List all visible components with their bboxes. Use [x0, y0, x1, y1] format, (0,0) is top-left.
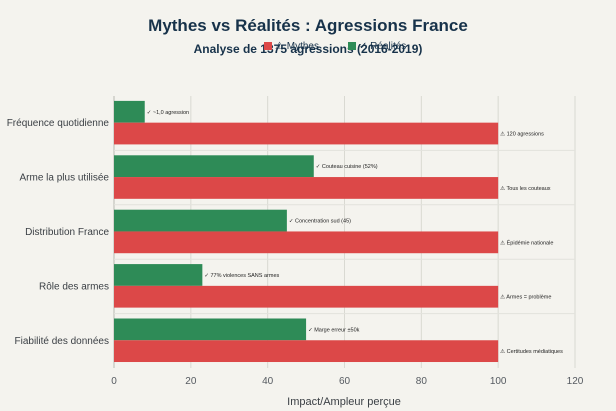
- legend-label-realites: ✓ Réalités: [359, 41, 406, 52]
- bar-realite: [114, 155, 314, 178]
- bar-mythe: [114, 340, 499, 363]
- data-label: ⚠ Épidémie nationale: [500, 239, 553, 246]
- bar-mythe: [114, 122, 499, 145]
- legend-swatch-mythes: [264, 42, 272, 50]
- plot-area: 0 20 40 60 80 100 120 Fréquence quotidienne ✓ ~1…: [7, 96, 584, 387]
- x-tick-label: 40: [262, 376, 274, 387]
- bar-realite: [114, 100, 145, 123]
- data-label: ⚠ 120 agressions: [500, 131, 544, 138]
- chart-title: Mythes vs Réalités : Agressions France: [148, 16, 468, 35]
- legend: ⚠ Mythes ✓ Réalités: [264, 41, 406, 52]
- data-label: ⚠ Tous les couteaux: [500, 185, 551, 192]
- x-axis-title: Impact/Ampleur perçue: [287, 396, 401, 408]
- data-label: ⚠ Certitudes médiatiques: [500, 348, 563, 355]
- category-label: Fiabilité des données: [14, 336, 109, 347]
- data-label: ✓ ~1,0 agression: [147, 110, 189, 116]
- bar-mythe: [114, 231, 499, 254]
- x-tick-label: 100: [490, 376, 507, 387]
- x-tick-label: 120: [567, 376, 584, 387]
- bar-mythe: [114, 285, 499, 308]
- data-label: ✓ Couteau cuisine (52%): [316, 164, 378, 170]
- category-label: Distribution France: [25, 227, 109, 238]
- bar-realite: [114, 264, 203, 286]
- x-tick-label: 60: [339, 376, 351, 387]
- x-tick-label: 20: [185, 376, 197, 387]
- legend-swatch-realites: [348, 42, 356, 50]
- legend-label-mythes: ⚠ Mythes: [275, 41, 319, 52]
- data-label: ✓ Concentration sud (45): [289, 219, 351, 225]
- data-label: ✓ 77% violences SANS armes: [204, 273, 279, 279]
- bar-realite: [114, 318, 307, 341]
- data-label: ✓ Marge erreur ±50k: [308, 327, 360, 333]
- category-label: Fréquence quotidienne: [7, 118, 110, 129]
- bar-realite: [114, 209, 287, 232]
- chart-subtitle: Analyse de 1375 agressions (2016-2019): [194, 42, 423, 56]
- x-tick-label: 0: [111, 376, 117, 387]
- bar-mythe: [114, 177, 499, 199]
- data-label: ⚠ Armes = problème: [500, 294, 551, 301]
- category-label: Rôle des armes: [39, 281, 109, 292]
- x-tick-label: 80: [416, 376, 428, 387]
- category-label: Arme la plus utilisée: [20, 173, 110, 184]
